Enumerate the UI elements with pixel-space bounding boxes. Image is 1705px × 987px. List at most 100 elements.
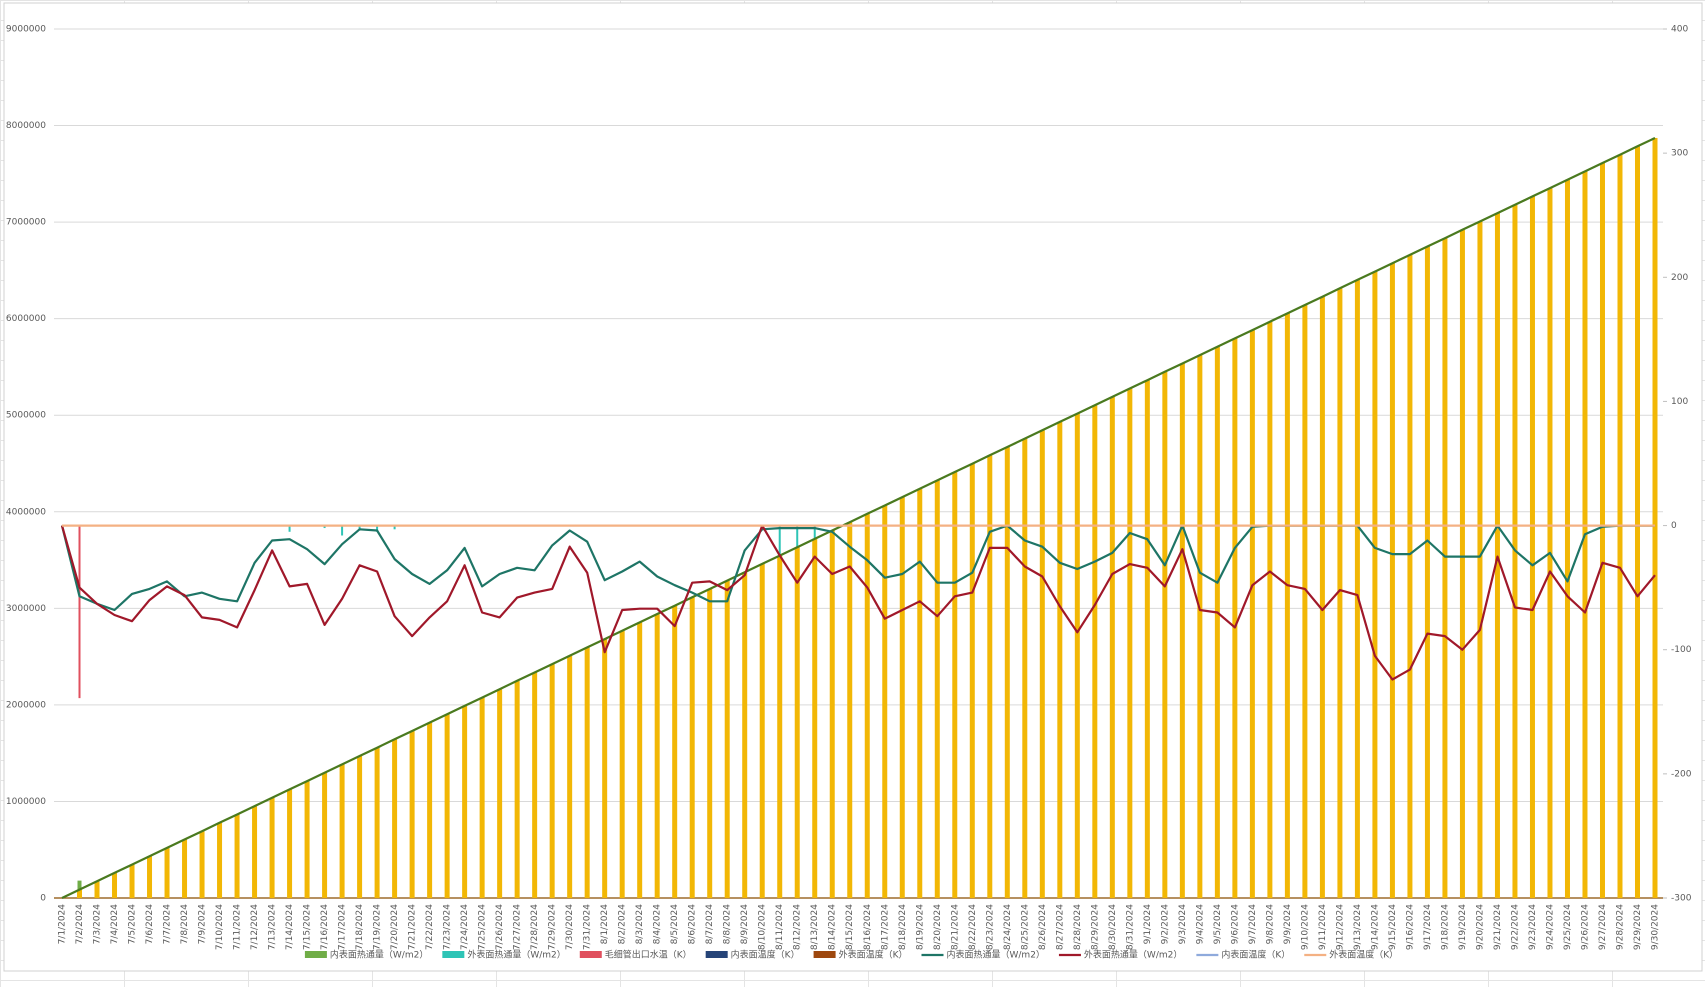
y-tick-label: 1000000	[6, 797, 46, 807]
x-tick-label: 7/28/2024	[530, 904, 540, 950]
bar	[374, 747, 380, 898]
x-tick-label: 8/23/2024	[985, 904, 995, 950]
bar	[1337, 288, 1343, 899]
x-tick-label: 8/22/2024	[968, 904, 978, 950]
x-tick-label: 9/26/2024	[1580, 904, 1590, 950]
x-tick-label: 9/21/2024	[1493, 904, 1503, 950]
line	[60, 524, 1656, 681]
x-tick-label: 7/17/2024	[338, 904, 348, 950]
bar	[1564, 179, 1570, 899]
x-tick-label: 8/26/2024	[1038, 904, 1048, 950]
bar	[1232, 338, 1238, 898]
bar	[759, 563, 765, 898]
x-tick-label: 9/3/2024	[1178, 904, 1188, 945]
legend-label: 毛细管出口水温（K）	[605, 949, 692, 961]
x-tick-label: 7/16/2024	[320, 904, 330, 950]
y2-tick-label: -200	[1671, 769, 1692, 779]
bar	[462, 705, 468, 898]
line	[61, 137, 1656, 899]
bar	[358, 525, 361, 530]
x-tick-label: 8/5/2024	[670, 904, 680, 945]
bar	[1004, 446, 1010, 898]
legend-label: 内表面温度（K）	[1221, 949, 1290, 961]
bar	[164, 847, 170, 898]
x-tick-label: 7/31/2024	[583, 904, 593, 950]
x-tick-label: 9/9/2024	[1283, 904, 1293, 945]
bar	[393, 525, 396, 530]
y2-tick-label: 300	[1671, 149, 1688, 159]
bar	[1092, 405, 1098, 898]
y2-tick-label: -300	[1671, 894, 1692, 904]
bar	[199, 831, 205, 898]
legend-label: 外表面温度（K）	[1329, 949, 1398, 961]
bar	[1144, 380, 1150, 898]
bar	[532, 672, 538, 898]
bar	[287, 789, 293, 898]
x-tick-label: 9/2/2024	[1160, 904, 1170, 945]
x-tick-label: 8/30/2024	[1108, 904, 1118, 950]
bar	[1407, 254, 1413, 898]
bar	[1442, 238, 1448, 898]
x-tick-label: 7/10/2024	[215, 904, 225, 950]
x-tick-label: 7/3/2024	[93, 904, 103, 945]
x-tick-label: 9/25/2024	[1563, 904, 1573, 950]
bar	[479, 697, 485, 898]
bar	[934, 480, 940, 898]
bar	[813, 525, 816, 538]
x-tick-label: 9/23/2024	[1528, 904, 1538, 950]
bar	[1354, 279, 1360, 898]
x-tick-label: 7/12/2024	[250, 904, 260, 950]
x-tick-label: 8/24/2024	[1003, 904, 1013, 950]
x-tick-label: 9/11/2024	[1318, 904, 1328, 950]
bar	[269, 797, 275, 898]
bar	[707, 588, 713, 898]
bar	[94, 881, 100, 898]
legend-swatch	[442, 951, 465, 958]
bar	[1319, 296, 1325, 899]
x-tick-label: 8/19/2024	[915, 904, 925, 950]
bar	[1214, 346, 1220, 898]
y-tick-label: 6000000	[6, 314, 46, 324]
x-tick-label: 7/20/2024	[390, 904, 400, 950]
bar	[1249, 330, 1255, 899]
x-tick-label: 8/1/2024	[600, 904, 610, 945]
x-tick-label: 7/13/2024	[268, 904, 278, 950]
y-tick-label: 2000000	[6, 700, 46, 710]
x-tick-label: 8/7/2024	[705, 904, 715, 945]
bar	[234, 814, 240, 898]
x-tick-label: 8/21/2024	[950, 904, 960, 950]
y2-tick-label: 0	[1671, 521, 1677, 531]
bar	[1477, 221, 1483, 898]
legend-label: 内表面热通量（W/m2）	[330, 949, 428, 961]
bar	[288, 525, 291, 532]
bar	[497, 689, 503, 898]
x-tick-label: 9/14/2024	[1370, 904, 1380, 950]
bar	[847, 522, 853, 898]
legend-label: 外表面热通量（W/m2）	[467, 949, 565, 961]
bar	[567, 655, 573, 898]
x-tick-label: 8/4/2024	[653, 904, 663, 945]
x-tick-label: 7/27/2024	[513, 904, 523, 950]
chart-frame	[3, 2, 1703, 972]
bar	[1109, 396, 1115, 898]
x-tick-label: 9/10/2024	[1300, 904, 1310, 950]
x-tick-label: 7/23/2024	[443, 904, 453, 950]
y-tick-label: 7000000	[6, 218, 46, 228]
bar	[724, 580, 730, 898]
x-tick-label: 7/2/2024	[75, 904, 85, 945]
y-tick-label: 3000000	[6, 604, 46, 614]
x-tick-label: 8/3/2024	[635, 904, 645, 945]
x-tick-label: 7/14/2024	[285, 904, 295, 950]
legend: 内表面热通量（W/m2） 外表面热通量（W/m2） 毛细管出口水温（K） 内表面温度（…	[304, 949, 1398, 961]
y2-tick-label: -100	[1671, 645, 1692, 655]
bar	[409, 730, 415, 898]
x-tick-label: 9/4/2024	[1195, 904, 1205, 945]
x-tick-label: 7/7/2024	[163, 904, 173, 945]
bar	[899, 497, 905, 898]
x-tick-label: 8/27/2024	[1055, 904, 1065, 950]
y2-tick-label: 400	[1671, 25, 1688, 35]
bar	[829, 530, 835, 898]
y2-tick-label: 100	[1671, 397, 1688, 407]
bar	[1074, 413, 1080, 898]
